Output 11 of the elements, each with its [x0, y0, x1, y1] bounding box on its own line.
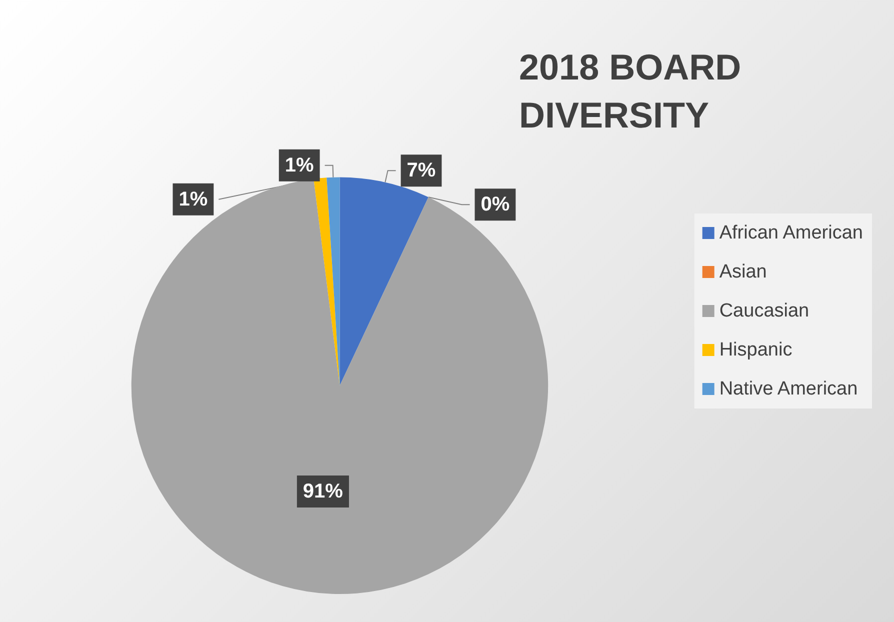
legend-label: Asian — [719, 262, 767, 282]
chart-title: 2018 BOARD DIVERSITY — [519, 46, 752, 136]
data-label: 7% — [406, 160, 436, 182]
legend-label: African American — [719, 222, 863, 244]
legend-label: Native American — [719, 378, 858, 400]
data-label: 1% — [178, 188, 208, 210]
text: 0% — [480, 194, 510, 216]
legend-label: Hispanic — [719, 340, 792, 360]
legend-label: Caucasian — [719, 300, 810, 322]
data-label: 91% — [302, 480, 344, 503]
data-label: 1% — [284, 154, 314, 176]
